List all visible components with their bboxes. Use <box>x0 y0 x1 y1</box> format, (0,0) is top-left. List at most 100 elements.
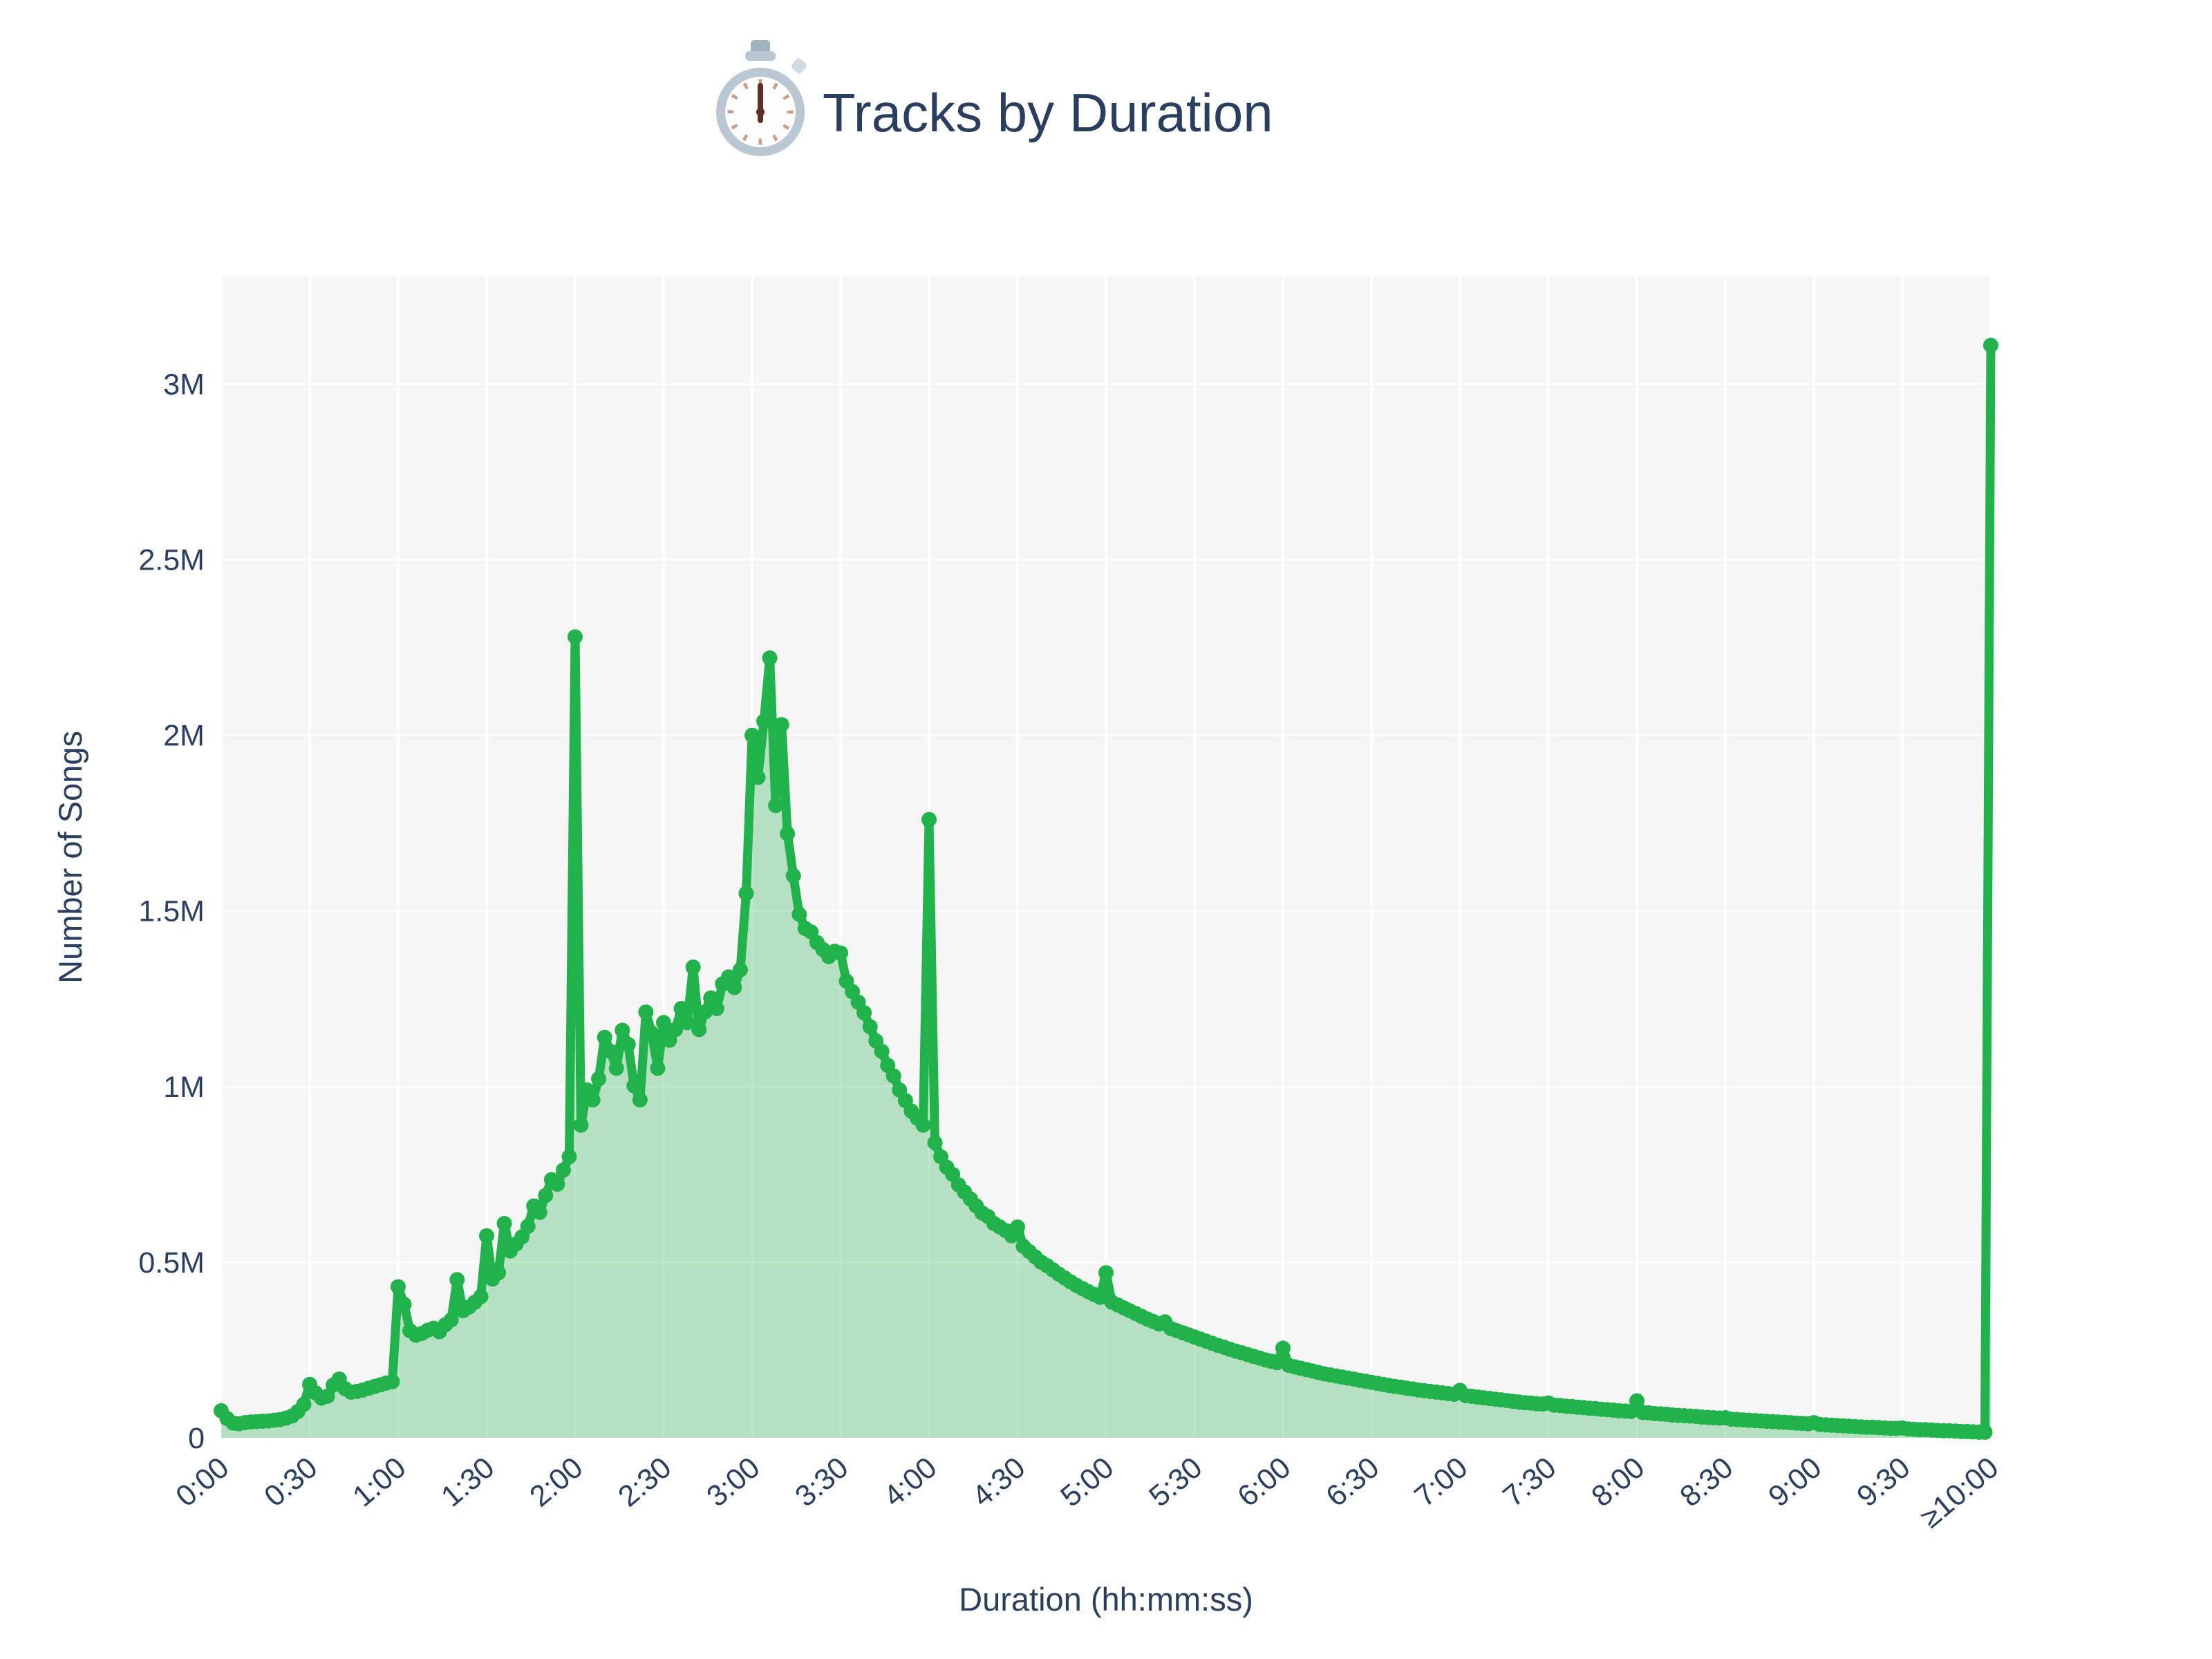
series-tracks-by-duration <box>214 337 1998 1440</box>
data-point-marker[interactable] <box>1275 1340 1291 1356</box>
data-point-marker[interactable] <box>856 1005 872 1021</box>
data-point-marker[interactable] <box>620 1036 636 1052</box>
data-point-marker[interactable] <box>862 1019 878 1035</box>
data-point-marker[interactable] <box>756 713 772 729</box>
data-point-marker[interactable] <box>449 1272 465 1288</box>
y-axis-title: Number of Songs <box>52 731 88 984</box>
x-tick-label: 1:00 <box>346 1451 412 1514</box>
data-point-marker[interactable] <box>597 1029 612 1045</box>
data-point-marker[interactable] <box>296 1396 312 1412</box>
data-point-marker[interactable] <box>391 1279 406 1295</box>
data-point-marker[interactable] <box>1098 1265 1114 1281</box>
x-tick-label: 1:30 <box>435 1451 500 1514</box>
x-tick-label: 2:00 <box>523 1451 589 1514</box>
data-point-marker[interactable] <box>396 1296 412 1312</box>
data-point-marker[interactable] <box>738 885 754 901</box>
data-point-marker[interactable] <box>608 1060 624 1076</box>
y-tick-label: 1.5M <box>138 895 205 928</box>
x-tick-label: 8:00 <box>1585 1451 1651 1514</box>
data-point-marker[interactable] <box>520 1219 536 1235</box>
data-point-marker[interactable] <box>874 1044 890 1059</box>
data-point-marker[interactable] <box>555 1162 571 1178</box>
x-tick-label: 3:00 <box>700 1451 766 1514</box>
y-axis-tick-labels: 0 0.5M 1M 1.5M 2M 2.5M 3M <box>138 368 205 1455</box>
data-point-marker[interactable] <box>585 1092 601 1108</box>
y-tick-label: 0 <box>188 1422 205 1455</box>
data-point-marker[interactable] <box>679 1015 695 1031</box>
data-point-marker[interactable] <box>473 1288 489 1304</box>
data-point-marker[interactable] <box>1977 1424 1993 1440</box>
y-tick-label: 0.5M <box>138 1246 205 1280</box>
stopwatch-icon <box>716 40 807 156</box>
data-point-marker[interactable] <box>762 650 778 666</box>
data-point-marker[interactable] <box>491 1265 507 1281</box>
data-point-marker[interactable] <box>384 1374 400 1389</box>
data-point-marker[interactable] <box>785 868 801 883</box>
x-tick-label: 7:30 <box>1497 1451 1562 1514</box>
data-point-marker[interactable] <box>685 959 701 975</box>
data-point-marker[interactable] <box>697 1004 713 1020</box>
data-point-marker[interactable] <box>673 1001 689 1016</box>
data-point-marker[interactable] <box>1092 1289 1108 1305</box>
data-point-marker[interactable] <box>443 1312 459 1328</box>
data-point-marker[interactable] <box>573 1117 589 1133</box>
data-point-marker[interactable] <box>479 1228 494 1244</box>
data-point-marker[interactable] <box>626 1078 642 1094</box>
x-tick-label: 5:00 <box>1054 1451 1120 1514</box>
x-tick-label: 0:00 <box>169 1451 235 1514</box>
data-point-marker[interactable] <box>833 945 848 961</box>
data-point-marker[interactable] <box>732 962 748 978</box>
data-point-marker[interactable] <box>768 798 784 814</box>
x-tick-label: 6:00 <box>1231 1451 1297 1514</box>
data-point-marker[interactable] <box>568 629 583 645</box>
data-point-marker[interactable] <box>644 1025 659 1041</box>
data-point-marker[interactable] <box>885 1068 901 1084</box>
data-point-marker[interactable] <box>915 1117 931 1133</box>
data-point-marker[interactable] <box>1983 337 1998 353</box>
data-point-marker[interactable] <box>744 727 760 743</box>
data-point-marker[interactable] <box>538 1188 554 1203</box>
x-tick-label: 6:30 <box>1320 1451 1385 1514</box>
x-tick-label: 9:00 <box>1762 1451 1828 1514</box>
x-tick-label: 3:30 <box>789 1451 854 1514</box>
data-point-marker[interactable] <box>727 980 742 995</box>
data-point-marker[interactable] <box>1269 1355 1285 1371</box>
data-point-marker[interactable] <box>791 906 807 922</box>
data-point-marker[interactable] <box>561 1149 577 1165</box>
data-point-marker[interactable] <box>532 1204 547 1220</box>
data-point-marker[interactable] <box>650 1060 666 1076</box>
y-tick-label: 1M <box>163 1071 205 1104</box>
data-point-marker[interactable] <box>1010 1219 1025 1235</box>
data-point-marker[interactable] <box>496 1216 512 1231</box>
data-point-marker[interactable] <box>591 1071 607 1087</box>
x-tick-label: 8:30 <box>1674 1451 1739 1514</box>
y-tick-label: 3M <box>163 368 205 401</box>
gridlines <box>220 276 1992 1438</box>
data-point-marker[interactable] <box>550 1177 565 1192</box>
data-point-marker[interactable] <box>319 1389 335 1404</box>
x-tick-label: 5:30 <box>1143 1451 1208 1514</box>
x-tick-label: 0:30 <box>258 1451 324 1514</box>
data-point-marker[interactable] <box>774 717 789 733</box>
x-tick-label: 7:00 <box>1408 1451 1474 1514</box>
data-point-marker[interactable] <box>1629 1393 1644 1409</box>
data-point-marker[interactable] <box>709 1001 724 1016</box>
data-point-marker[interactable] <box>638 1004 654 1020</box>
data-point-marker[interactable] <box>780 826 796 841</box>
data-point-marker[interactable] <box>615 1022 630 1038</box>
x-tick-label: 4:00 <box>877 1451 943 1514</box>
y-tick-label: 2M <box>163 720 205 753</box>
data-point-marker[interactable] <box>691 1022 707 1038</box>
x-tick-label: 9:30 <box>1850 1451 1916 1514</box>
data-point-marker[interactable] <box>603 1044 619 1059</box>
data-point-marker[interactable] <box>668 1022 684 1038</box>
data-point-marker[interactable] <box>927 1135 943 1151</box>
data-point-marker[interactable] <box>656 1015 671 1031</box>
data-point-marker[interactable] <box>750 769 766 785</box>
data-point-marker[interactable] <box>921 812 937 827</box>
data-point-marker[interactable] <box>632 1092 648 1108</box>
y-tick-label: 2.5M <box>138 544 205 577</box>
x-tick-label: 4:30 <box>966 1451 1031 1514</box>
